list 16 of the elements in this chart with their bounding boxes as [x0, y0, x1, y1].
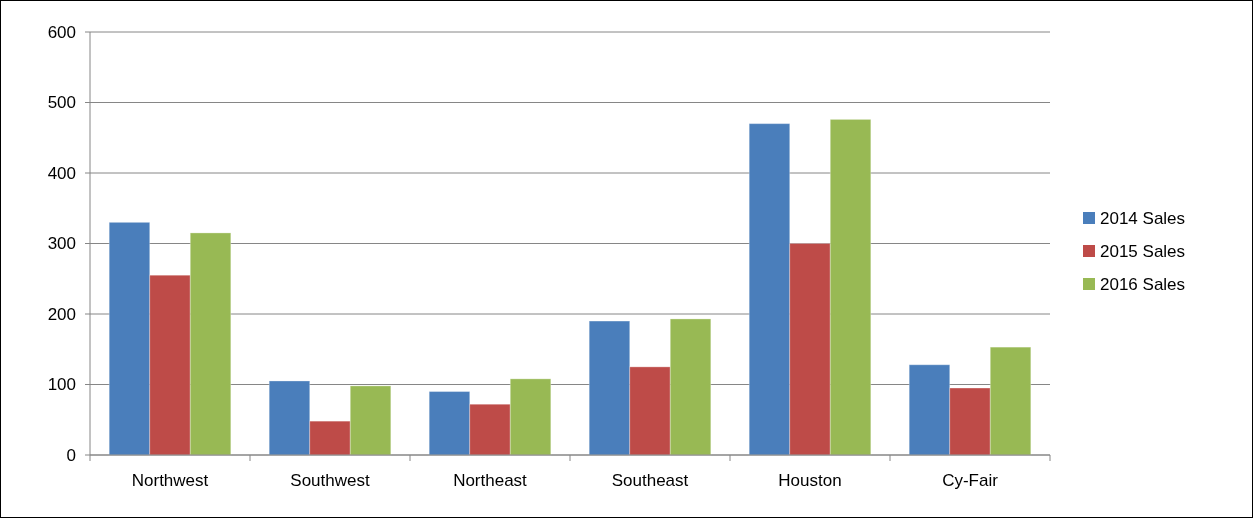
y-tick-label: 600 — [47, 22, 76, 42]
x-tick-label: Northwest — [131, 471, 209, 490]
legend-label: 2015 Sales — [1100, 241, 1186, 261]
x-tick-label: Northeast — [453, 471, 528, 490]
x-tick-label: Southeast — [611, 471, 689, 490]
legend-label: 2014 Sales — [1100, 208, 1186, 228]
y-tick-label: 0 — [66, 445, 76, 465]
y-tick-label: 400 — [47, 163, 76, 183]
y-tick-label: 300 — [47, 234, 76, 254]
y-tick-label: 500 — [47, 93, 76, 113]
x-tick-label: Houston — [778, 471, 842, 490]
x-tick-label: Cy-Fair — [942, 471, 999, 490]
y-tick-label: 200 — [47, 304, 76, 324]
x-tick-label: Southwest — [290, 471, 370, 490]
legend-label: 2016 Sales — [1100, 274, 1186, 294]
y-tick-label: 100 — [47, 375, 76, 395]
